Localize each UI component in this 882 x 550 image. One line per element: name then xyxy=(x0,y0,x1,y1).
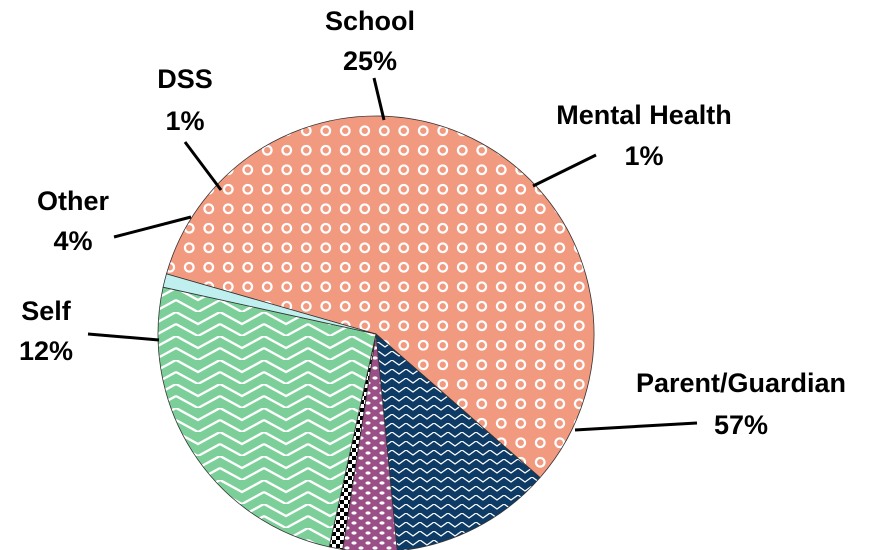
slice-percent-dss: 1% xyxy=(165,106,204,136)
slice-percent-self: 12% xyxy=(19,336,73,366)
pie-slice-mental-health xyxy=(162,273,377,335)
slice-percent-mental-health: 1% xyxy=(624,141,663,171)
leader-line-dss xyxy=(183,141,223,191)
slice-label-mental-health: Mental Health xyxy=(556,100,732,130)
slice-percent-other: 4% xyxy=(53,226,92,256)
leader-line-self xyxy=(87,332,160,342)
slice-percent-school: 25% xyxy=(343,46,397,76)
slice-label-parent-guardian: Parent/Guardian xyxy=(636,368,846,398)
pie-slice-school xyxy=(157,286,377,548)
leader-line-mental-health xyxy=(532,153,597,188)
slice-label-school: School xyxy=(325,6,415,36)
slice-label-self: Self xyxy=(21,296,72,326)
slice-percent-parent-guardian: 57% xyxy=(714,410,768,440)
pie-slice-parent-guardian xyxy=(165,115,595,479)
slice-label-dss: DSS xyxy=(157,64,213,94)
leader-line-parent-guardian xyxy=(574,421,698,432)
leader-line-school xyxy=(372,77,386,121)
slice-label-other: Other xyxy=(37,186,110,216)
leader-line-other xyxy=(113,215,192,239)
